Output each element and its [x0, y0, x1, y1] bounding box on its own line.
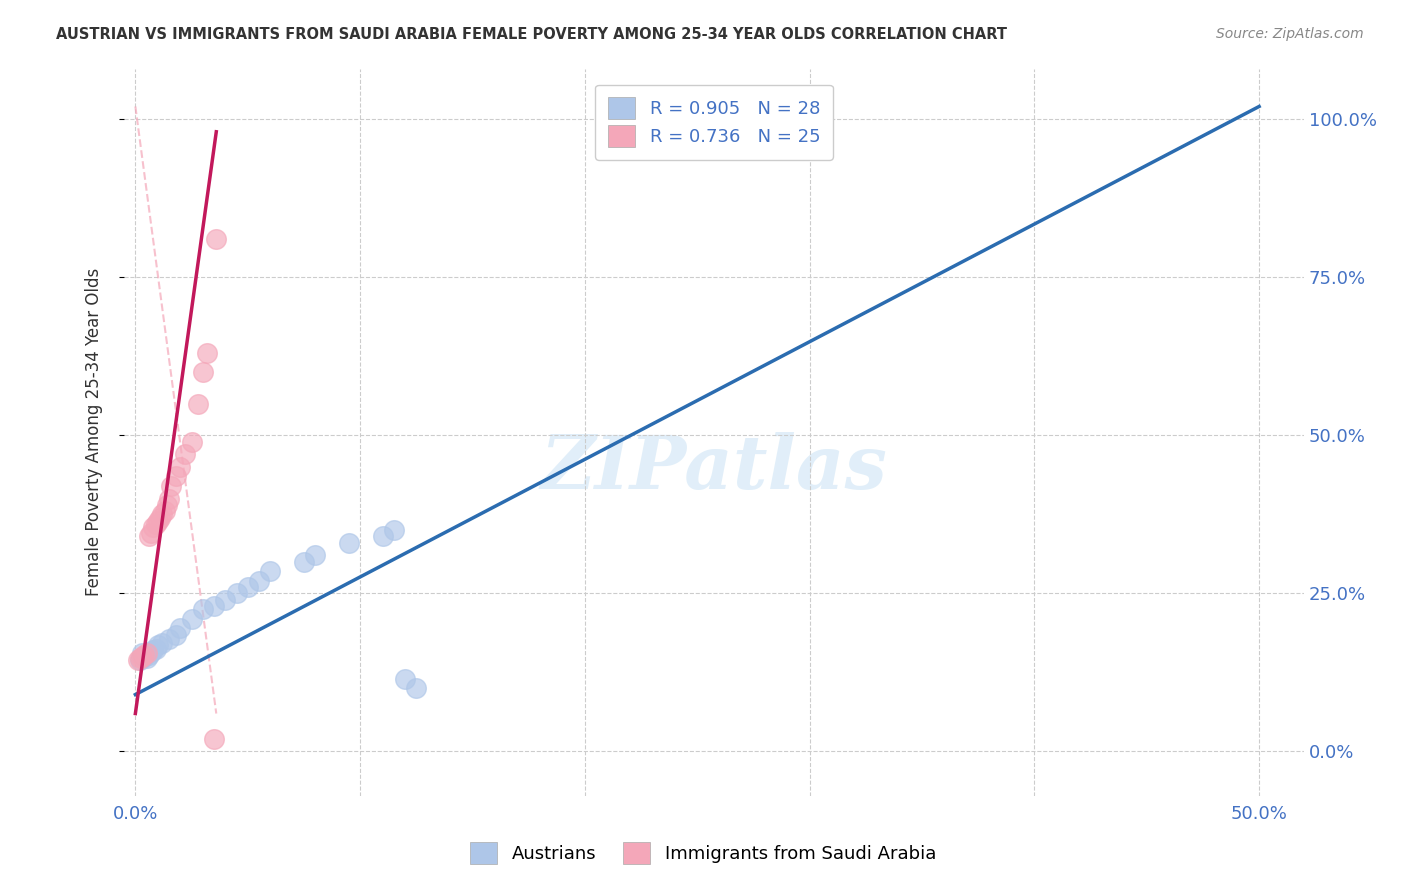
Point	[150, 636, 173, 650]
Point	[142, 520, 165, 534]
Point	[165, 627, 187, 641]
Point	[169, 621, 191, 635]
Point	[337, 536, 360, 550]
Point	[202, 731, 225, 746]
Point	[371, 529, 394, 543]
Point	[146, 514, 169, 528]
Point	[202, 599, 225, 613]
Point	[150, 508, 173, 522]
Point	[138, 648, 160, 662]
Point	[405, 681, 427, 696]
Point	[135, 651, 157, 665]
Point	[146, 638, 169, 652]
Point	[128, 651, 150, 665]
Point	[157, 632, 180, 646]
Point	[304, 549, 326, 563]
Text: AUSTRIAN VS IMMIGRANTS FROM SAUDI ARABIA FEMALE POVERTY AMONG 25-34 YEAR OLDS CO: AUSTRIAN VS IMMIGRANTS FROM SAUDI ARABIA…	[56, 27, 1007, 42]
Point	[135, 647, 157, 661]
Point	[173, 447, 195, 461]
Point	[138, 529, 160, 543]
Point	[145, 516, 167, 531]
Text: ZIPatlas: ZIPatlas	[541, 433, 887, 505]
Point	[131, 647, 153, 661]
Point	[165, 469, 187, 483]
Point	[191, 602, 214, 616]
Point	[139, 644, 162, 658]
Point	[187, 397, 209, 411]
Point	[191, 365, 214, 379]
Point	[131, 649, 153, 664]
Point	[156, 498, 179, 512]
Point	[214, 592, 236, 607]
Point	[160, 479, 183, 493]
Legend: R = 0.905   N = 28, R = 0.736   N = 25: R = 0.905 N = 28, R = 0.736 N = 25	[595, 85, 832, 160]
Point	[259, 564, 281, 578]
Point	[205, 232, 228, 246]
Point	[145, 642, 167, 657]
Point	[169, 459, 191, 474]
Point	[382, 523, 405, 537]
Point	[394, 672, 416, 686]
Y-axis label: Female Poverty Among 25-34 Year Olds: Female Poverty Among 25-34 Year Olds	[86, 268, 103, 596]
Point	[236, 580, 259, 594]
Point	[157, 491, 180, 506]
Point	[128, 653, 150, 667]
Point	[134, 648, 156, 663]
Point	[149, 510, 172, 524]
Point	[142, 643, 165, 657]
Point	[180, 612, 202, 626]
Point	[195, 346, 218, 360]
Point	[180, 434, 202, 449]
Point	[292, 555, 315, 569]
Point	[127, 653, 149, 667]
Point	[153, 504, 176, 518]
Point	[247, 574, 270, 588]
Point	[225, 586, 247, 600]
Legend: Austrians, Immigrants from Saudi Arabia: Austrians, Immigrants from Saudi Arabia	[456, 828, 950, 879]
Text: Source: ZipAtlas.com: Source: ZipAtlas.com	[1216, 27, 1364, 41]
Point	[139, 526, 162, 541]
Point	[134, 649, 156, 664]
